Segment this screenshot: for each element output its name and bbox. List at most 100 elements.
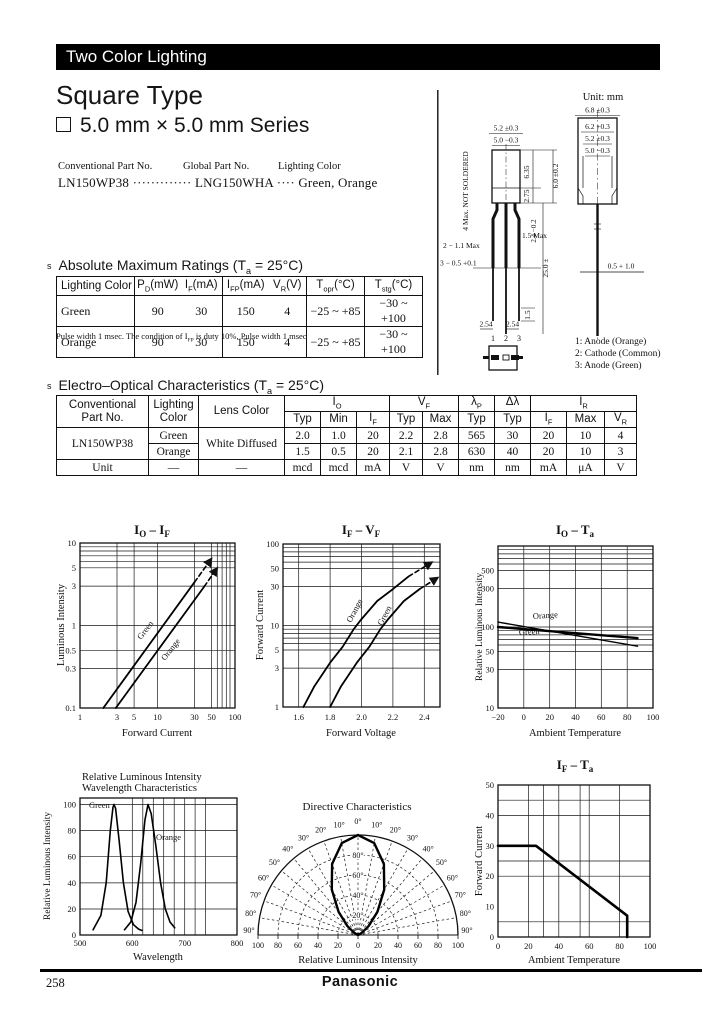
y-axis-label: Relative Luminous Intensity (43, 812, 53, 920)
svg-text:3: 3 (517, 334, 521, 343)
y-tick-labels: 100 80 60 40 20 0 (63, 800, 76, 941)
svg-text:80: 80 (623, 712, 632, 722)
svg-text:2 − 1.1 Max: 2 − 1.1 Max (443, 241, 480, 250)
chart-title-line1: Relative Luminous Intensity (82, 772, 202, 783)
svg-text:60°: 60° (258, 874, 269, 883)
svg-text:40°: 40° (422, 845, 433, 854)
chart-luminous-intensity-vs-forward-current: IO – IF Green Orange 1 3 5 10 30 50 100 … (56, 522, 242, 739)
x-tick-labels: 500 600 700 800 (74, 938, 244, 948)
svg-text:50°: 50° (436, 858, 447, 867)
gridlines (80, 543, 235, 708)
svg-text:60: 60 (294, 941, 302, 950)
svg-text:60: 60 (597, 712, 606, 722)
svg-text:6.35: 6.35 (522, 165, 531, 178)
svg-text:90°: 90° (461, 926, 472, 935)
svg-text:1: 1 (275, 702, 279, 712)
eo-title: s Electro–Optical Characteristics (Ta = 2… (47, 377, 324, 396)
svg-text:5: 5 (275, 645, 279, 655)
y-axis-label: Forward Current (255, 590, 266, 660)
svg-text:2.4: 2.4 (419, 712, 430, 722)
abs-max-table: Lighting Color PD(mW) IF(mA) IFP(mA) VR(… (56, 276, 423, 358)
svg-text:90°: 90° (243, 926, 254, 935)
green-curve (102, 581, 196, 709)
svg-text:2.75: 2.75 (522, 189, 531, 202)
intensity-axis-labels: 100 80 60 40 20 0 20 40 60 80 100 (252, 941, 464, 950)
svg-text:5: 5 (72, 563, 76, 573)
part-number-line: LN150WP38 ············· LNG150WHA ···· G… (58, 175, 377, 191)
svg-text:80: 80 (274, 941, 282, 950)
conventional-part-value: LN150WP38 (58, 175, 130, 190)
radial-scale-labels: 80° 60° 40° 20° (351, 850, 365, 922)
svg-text:60: 60 (414, 941, 422, 950)
svg-text:30: 30 (190, 712, 199, 722)
svg-text:2.0: 2.0 (356, 712, 367, 722)
x-tick-labels: 0 20 40 60 80 100 (496, 941, 657, 951)
svg-text:70°: 70° (455, 891, 466, 900)
svg-text:0.1: 0.1 (65, 703, 76, 713)
lens-color-cell: White Diffused (198, 427, 285, 460)
svg-text:20: 20 (486, 871, 495, 881)
svg-text:80°: 80° (352, 851, 363, 860)
svg-text:700: 700 (178, 938, 191, 948)
chart-title: IO – Ta (556, 522, 595, 539)
svg-text:3 − 0.5 +0.1: 3 − 0.5 +0.1 (440, 259, 477, 268)
section-bullet: s (47, 381, 52, 391)
chart-title: IO – IF (134, 522, 170, 539)
orange-curve (497, 621, 639, 647)
table-row: LN150WP38 Green White Diffused 2.0 1.0 20 … (56, 427, 637, 460)
chart-title: IF – VF (342, 522, 381, 539)
x-axis-label: Relative Luminous Intensity (298, 955, 418, 966)
part-number-cell: LN150WP38 (56, 427, 149, 460)
pin-legend: 1: Anode (Orange) 2: Cathode (Common) 3:… (575, 336, 661, 371)
green-curve (329, 588, 421, 708)
svg-text:60: 60 (68, 852, 77, 862)
svg-text:40: 40 (394, 941, 402, 950)
package-drawing: 5.2 ±0.3 5.0 −0.3 6.35 2.75 6.0 ±0.2 4 M… (437, 90, 661, 375)
svg-text:50: 50 (271, 564, 280, 574)
svg-text:0.5 + 1.0: 0.5 + 1.0 (608, 262, 635, 271)
svg-text:4 Max. NOT SOLDERED: 4 Max. NOT SOLDERED (461, 151, 470, 231)
svg-text:100: 100 (252, 941, 264, 950)
svg-text:20: 20 (524, 941, 533, 951)
svg-text:3: 3 (115, 712, 119, 722)
svg-text:10°: 10° (371, 821, 382, 830)
svg-text:100: 100 (63, 800, 76, 810)
svg-text:100: 100 (481, 622, 494, 632)
svg-text:0.5: 0.5 (65, 645, 76, 655)
chart-title: IF – Ta (557, 757, 594, 774)
svg-text:500: 500 (74, 938, 87, 948)
chart-forward-current-vs-forward-voltage: IF – VF Orange Green 1.6 1.8 2.0 2.2 2.4… (255, 522, 441, 739)
eo-header-group-row: Conventional Part No. Lighting Color Lens … (56, 395, 637, 428)
table-row: Orange 90 30 150 4 −25 ~ +85 −30 ~ +100 (56, 326, 423, 358)
svg-text:0: 0 (356, 941, 360, 950)
svg-text:2.54: 2.54 (479, 320, 492, 329)
series-label-orange: Orange (159, 636, 182, 662)
svg-text:20°: 20° (315, 826, 326, 835)
svg-text:2.2: 2.2 (388, 712, 399, 722)
table-row: Orange 1.5 0.5 20 2.1 2.8 630 40 20 10 3 (57, 443, 637, 460)
svg-text:5.0 −0.3: 5.0 −0.3 (585, 146, 610, 155)
svg-text:100: 100 (266, 539, 279, 549)
svg-text:100: 100 (229, 712, 242, 722)
x-tick-labels: 1 3 5 10 30 50 100 (78, 712, 242, 722)
gridlines (80, 798, 237, 935)
svg-text:20: 20 (374, 941, 382, 950)
svg-text:40: 40 (555, 941, 564, 951)
svg-text:2.4 −0.2: 2.4 −0.2 (530, 219, 538, 243)
y-axis-label: Forward Current (474, 826, 485, 896)
x-axis-label: Forward Current (122, 728, 192, 739)
svg-text:600: 600 (126, 938, 139, 948)
svg-text:0.3: 0.3 (65, 664, 76, 674)
footer-rule (40, 969, 702, 972)
svg-text:80°: 80° (460, 909, 471, 918)
y-tick-labels: 50 40 30 20 10 0 (486, 780, 495, 942)
svg-text:30: 30 (271, 582, 280, 592)
polar-gridlines (259, 835, 457, 936)
angle-labels: 0° 10° 10° 20° 20° 30° 30° 40° 40° 50° 5… (243, 817, 472, 935)
chart-forward-current-derating: IF – Ta 0 20 40 60 80 100 50 40 30 20 10… (474, 757, 657, 966)
svg-text:30°: 30° (298, 834, 309, 843)
svg-text:40: 40 (571, 712, 580, 722)
x-tick-labels: 1.6 1.8 2.0 2.2 2.4 (293, 712, 430, 722)
svg-text:40°: 40° (282, 845, 293, 854)
page-number: 258 (46, 976, 65, 990)
